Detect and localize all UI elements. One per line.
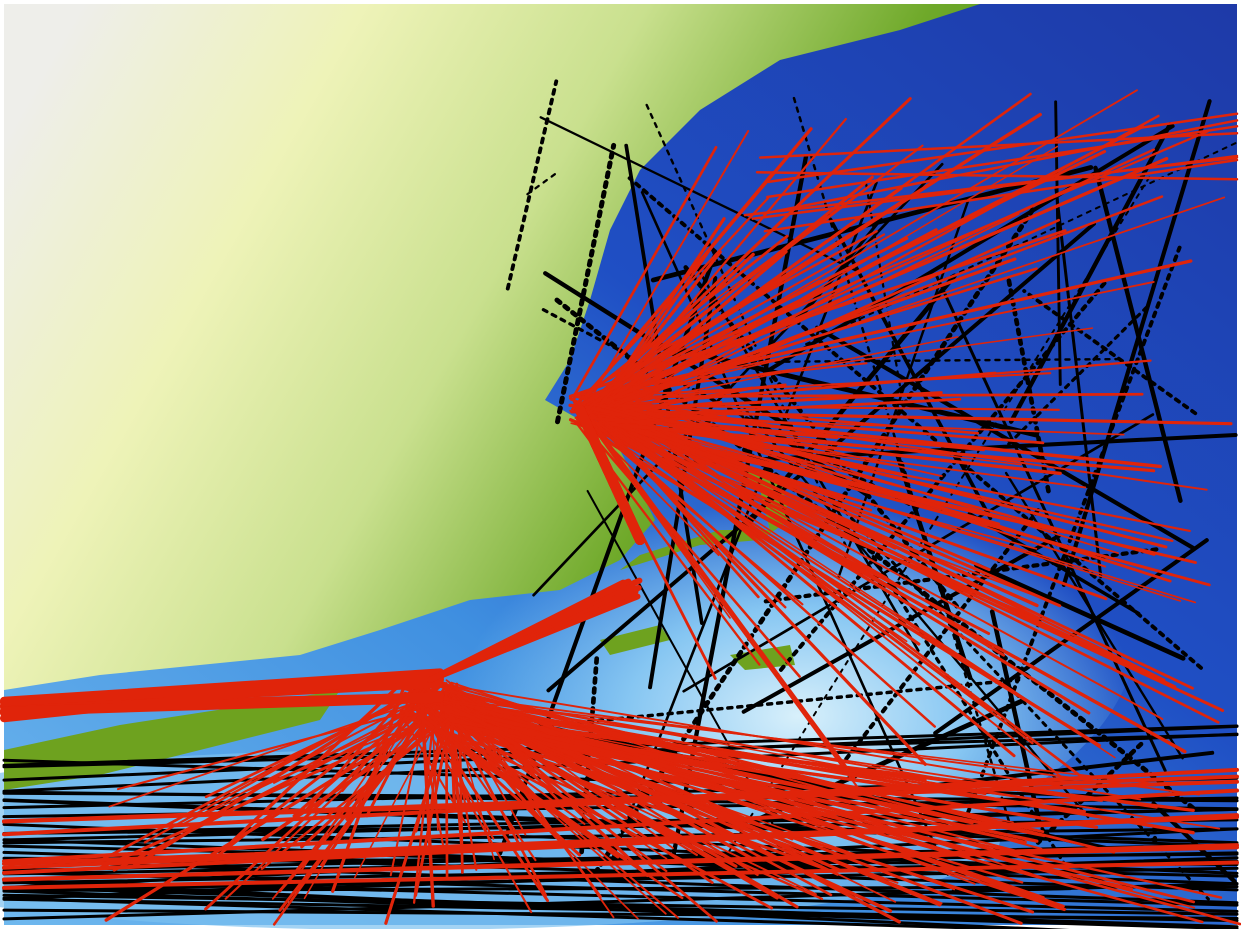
red-track: [2, 860, 1239, 890]
red-track: [2, 814, 1239, 866]
red-track: [577, 415, 839, 440]
black-track: [804, 142, 1237, 346]
red-track: [602, 420, 1034, 745]
black-track: [774, 357, 1121, 363]
red-track: [591, 423, 908, 643]
red-track: [607, 395, 1119, 554]
black-track: [1054, 100, 1062, 386]
black-track: [792, 96, 1014, 836]
red-track: [101, 682, 432, 861]
red-track: [755, 171, 1239, 181]
red-track: [591, 217, 726, 418]
red-track: [446, 704, 623, 793]
red-track: [108, 699, 423, 808]
red-track: [586, 415, 937, 728]
red-track: [571, 407, 720, 557]
red-track: [601, 403, 991, 572]
black-track: [1006, 305, 1149, 447]
black-track: [844, 507, 1041, 761]
red-track: [602, 114, 1160, 423]
red-track: [767, 112, 1239, 184]
red-track: [441, 715, 680, 919]
red-track: [605, 386, 754, 417]
red-track: [763, 158, 1239, 233]
black-track: [505, 79, 559, 291]
red-track: [582, 423, 801, 678]
red-track: [594, 420, 1087, 489]
red-track: [601, 117, 847, 409]
red-track: [0, 672, 444, 707]
black-track: [526, 169, 561, 196]
mainland: [4, 4, 980, 690]
red-track: [112, 704, 437, 872]
red-track: [423, 703, 897, 827]
red-track: [444, 711, 859, 870]
red-track: [116, 706, 425, 791]
red-track: [2, 774, 1239, 824]
red-track: [599, 409, 1220, 724]
black-track: [678, 432, 1238, 466]
black-track: [1093, 165, 1183, 503]
red-track: [572, 236, 909, 410]
red-track: [575, 405, 645, 545]
red-track: [588, 404, 1060, 411]
red-track: [594, 233, 886, 399]
red-track: [589, 157, 1169, 409]
red-track: [759, 131, 1239, 159]
vessel-tracks: [0, 79, 1241, 929]
black-track: [934, 272, 1167, 773]
black-track: [1061, 99, 1212, 587]
red-track: [589, 129, 750, 400]
black-track: [768, 124, 1175, 372]
red-track: [399, 692, 949, 789]
red-track: [451, 696, 718, 923]
black-track: [539, 116, 858, 272]
red-track: [584, 257, 1017, 415]
red-track: [450, 699, 1155, 785]
red-track: [607, 195, 1164, 409]
red-track: [598, 418, 1211, 587]
red-track: [572, 145, 718, 398]
red-track: [598, 336, 959, 411]
black-track: [555, 142, 617, 425]
red-track: [601, 249, 788, 410]
red-track: [594, 413, 921, 646]
red-track: [2, 845, 1239, 882]
red-track: [751, 154, 1239, 220]
red-track: [2, 788, 1239, 864]
red-track: [0, 691, 444, 716]
black-track: [974, 562, 1186, 661]
marthas-vineyard: [600, 625, 670, 655]
red-track: [584, 175, 874, 412]
black-track: [828, 217, 993, 521]
red-track: [585, 112, 1042, 404]
red-track: [576, 401, 856, 780]
red-track: [585, 414, 845, 499]
red-track: [583, 415, 731, 619]
red-track: [345, 694, 419, 821]
red-track: [428, 681, 976, 885]
red-track: [443, 707, 974, 825]
red-track: [408, 685, 656, 797]
red-track: [595, 413, 1091, 715]
red-track: [591, 145, 1059, 424]
red-track: [762, 119, 1239, 215]
red-track: [577, 394, 1062, 778]
red-track: [603, 327, 1094, 397]
red-track: [593, 403, 1156, 556]
black-track: [2, 908, 1239, 920]
red-track: [179, 697, 424, 827]
red-track: [589, 196, 1226, 415]
black-track: [864, 181, 905, 407]
red-track: [427, 579, 628, 683]
red-track: [273, 697, 436, 784]
black-track: [2, 885, 1239, 929]
black-track: [743, 407, 1090, 819]
black-track: [1022, 289, 1198, 416]
black-track: [627, 176, 1203, 670]
